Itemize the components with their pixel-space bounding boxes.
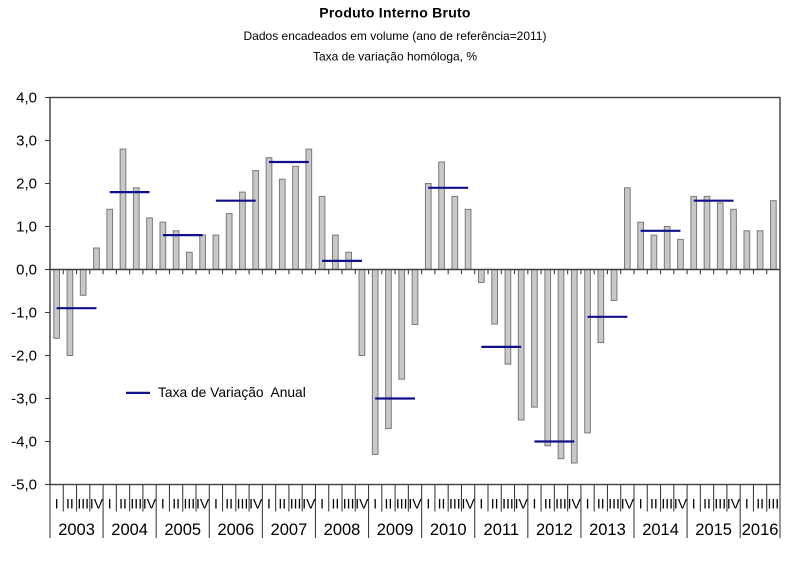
svg-text:I: I	[692, 496, 696, 512]
svg-text:II: II	[597, 496, 605, 512]
svg-text:IV: IV	[355, 496, 369, 512]
svg-text:I: I	[426, 496, 430, 512]
svg-text:0,0: 0,0	[16, 261, 37, 278]
svg-text:II: II	[172, 496, 180, 512]
svg-text:III: III	[608, 496, 620, 512]
svg-text:III: III	[77, 496, 89, 512]
svg-text:III: III	[343, 496, 355, 512]
svg-text:2,0: 2,0	[16, 175, 37, 192]
svg-text:I: I	[533, 496, 537, 512]
svg-text:I: I	[108, 496, 112, 512]
svg-text:2008: 2008	[324, 521, 361, 539]
svg-text:II: II	[544, 496, 552, 512]
svg-text:III: III	[237, 496, 249, 512]
svg-text:I: I	[320, 496, 324, 512]
svg-text:2006: 2006	[217, 521, 254, 539]
svg-text:2009: 2009	[377, 521, 414, 539]
svg-text:2014: 2014	[642, 521, 679, 539]
svg-text:I: I	[373, 496, 377, 512]
svg-text:I: I	[161, 496, 165, 512]
svg-text:-2,0: -2,0	[11, 347, 37, 364]
svg-text:II: II	[438, 496, 446, 512]
svg-text:IV: IV	[143, 496, 157, 512]
svg-text:2016: 2016	[742, 521, 779, 539]
svg-text:IV: IV	[621, 496, 635, 512]
svg-text:Taxa de variação homóloga, %: Taxa de variação homóloga, %	[313, 50, 477, 64]
svg-text:Dados encadeados em volume (an: Dados encadeados em volume (ano de refer…	[244, 29, 547, 43]
svg-text:II: II	[385, 496, 393, 512]
svg-text:III: III	[396, 496, 408, 512]
svg-text:III: III	[768, 496, 780, 512]
svg-text:I: I	[267, 496, 271, 512]
svg-text:2003: 2003	[58, 521, 95, 539]
svg-text:3,0: 3,0	[16, 132, 37, 149]
svg-text:Produto Interno Bruto: Produto Interno Bruto	[319, 5, 470, 21]
svg-text:III: III	[290, 496, 302, 512]
svg-text:I: I	[639, 496, 643, 512]
svg-text:-4,0: -4,0	[11, 433, 37, 450]
svg-text:II: II	[650, 496, 658, 512]
svg-text:-1,0: -1,0	[11, 304, 37, 321]
svg-text:Taxa de Variação Anual: Taxa de Variação Anual	[158, 385, 306, 400]
svg-text:III: III	[661, 496, 673, 512]
svg-text:I: I	[745, 496, 749, 512]
svg-text:II: II	[278, 496, 286, 512]
svg-text:IV: IV	[302, 496, 316, 512]
svg-text:IV: IV	[249, 496, 263, 512]
svg-text:2012: 2012	[536, 521, 573, 539]
svg-text:I: I	[479, 496, 483, 512]
svg-text:2015: 2015	[695, 521, 732, 539]
svg-text:1,0: 1,0	[16, 218, 37, 235]
svg-text:II: II	[225, 496, 233, 512]
svg-text:IV: IV	[568, 496, 582, 512]
svg-text:I: I	[586, 496, 590, 512]
svg-text:IV: IV	[515, 496, 529, 512]
svg-text:II: II	[491, 496, 499, 512]
svg-text:IV: IV	[90, 496, 104, 512]
svg-text:II: II	[119, 496, 127, 512]
svg-text:II: II	[331, 496, 339, 512]
svg-text:IV: IV	[196, 496, 210, 512]
svg-text:III: III	[714, 496, 726, 512]
svg-text:III: III	[184, 496, 196, 512]
svg-text:IV: IV	[727, 496, 741, 512]
svg-text:IV: IV	[408, 496, 422, 512]
svg-text:IV: IV	[674, 496, 688, 512]
svg-text:2005: 2005	[164, 521, 201, 539]
svg-text:IV: IV	[461, 496, 475, 512]
svg-text:I: I	[55, 496, 59, 512]
svg-text:2007: 2007	[271, 521, 308, 539]
svg-text:2011: 2011	[484, 521, 519, 539]
svg-text:III: III	[130, 496, 142, 512]
svg-text:I: I	[214, 496, 218, 512]
svg-text:II: II	[703, 496, 711, 512]
svg-text:-5,0: -5,0	[11, 476, 37, 493]
svg-text:II: II	[756, 496, 764, 512]
svg-text:III: III	[502, 496, 514, 512]
svg-text:4,0: 4,0	[16, 89, 37, 106]
svg-text:III: III	[555, 496, 567, 512]
svg-text:-3,0: -3,0	[11, 390, 37, 407]
svg-text:2004: 2004	[111, 521, 148, 539]
svg-text:2013: 2013	[589, 521, 626, 539]
svg-text:2010: 2010	[430, 521, 467, 539]
svg-text:III: III	[449, 496, 461, 512]
svg-text:II: II	[66, 496, 74, 512]
